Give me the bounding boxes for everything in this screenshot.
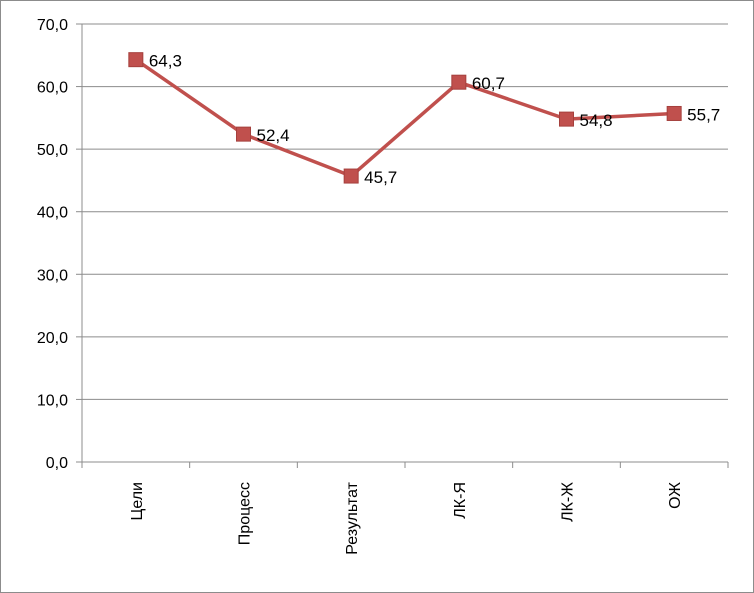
data-point-marker <box>559 111 574 127</box>
gridlines <box>82 23 728 400</box>
y-tick-label: 20,0 <box>37 330 68 347</box>
series-polyline <box>134 58 675 178</box>
data-point-marker <box>236 126 251 142</box>
data-label: 52,4 <box>257 126 290 145</box>
data-point-marker <box>343 168 359 184</box>
y-axis-tick-labels: 0,0 10,0 20,0 30,0 40,0 50,0 60,0 70,0 <box>37 17 68 472</box>
x-category-label: ЛК-Ж <box>560 482 577 522</box>
y-tick-label: 10,0 <box>37 392 68 409</box>
x-category-label: Цели <box>129 482 146 520</box>
y-tick-label: 70,0 <box>37 17 68 34</box>
series-markers <box>128 52 682 184</box>
y-tick-label: 50,0 <box>37 142 68 159</box>
x-category-label: ЛК-Я <box>452 482 469 519</box>
y-tick-label: 60,0 <box>37 80 68 97</box>
axes <box>76 23 729 468</box>
y-tick-label: 0,0 <box>46 455 68 472</box>
x-category-label: Процесс <box>237 482 254 545</box>
data-point-marker <box>451 74 467 90</box>
x-category-label: ОЖ <box>667 482 684 509</box>
data-labels: 64,3 52,4 45,7 60,7 54,8 55,7 <box>149 52 720 187</box>
data-label: 54,8 <box>580 111 613 130</box>
data-label: 64,3 <box>149 52 182 71</box>
series-line <box>134 58 675 178</box>
data-label: 60,7 <box>472 74 505 93</box>
y-tick-label: 30,0 <box>37 267 68 284</box>
x-axis-category-labels: Цели Процесс Результат ЛК-Я ЛК-Ж ОЖ <box>129 481 684 554</box>
data-label: 45,7 <box>364 168 397 187</box>
data-point-marker <box>128 52 144 68</box>
data-label: 55,7 <box>687 105 720 124</box>
x-category-label: Результат <box>344 481 361 554</box>
y-tick-label: 40,0 <box>37 205 68 222</box>
data-point-marker <box>666 105 682 121</box>
